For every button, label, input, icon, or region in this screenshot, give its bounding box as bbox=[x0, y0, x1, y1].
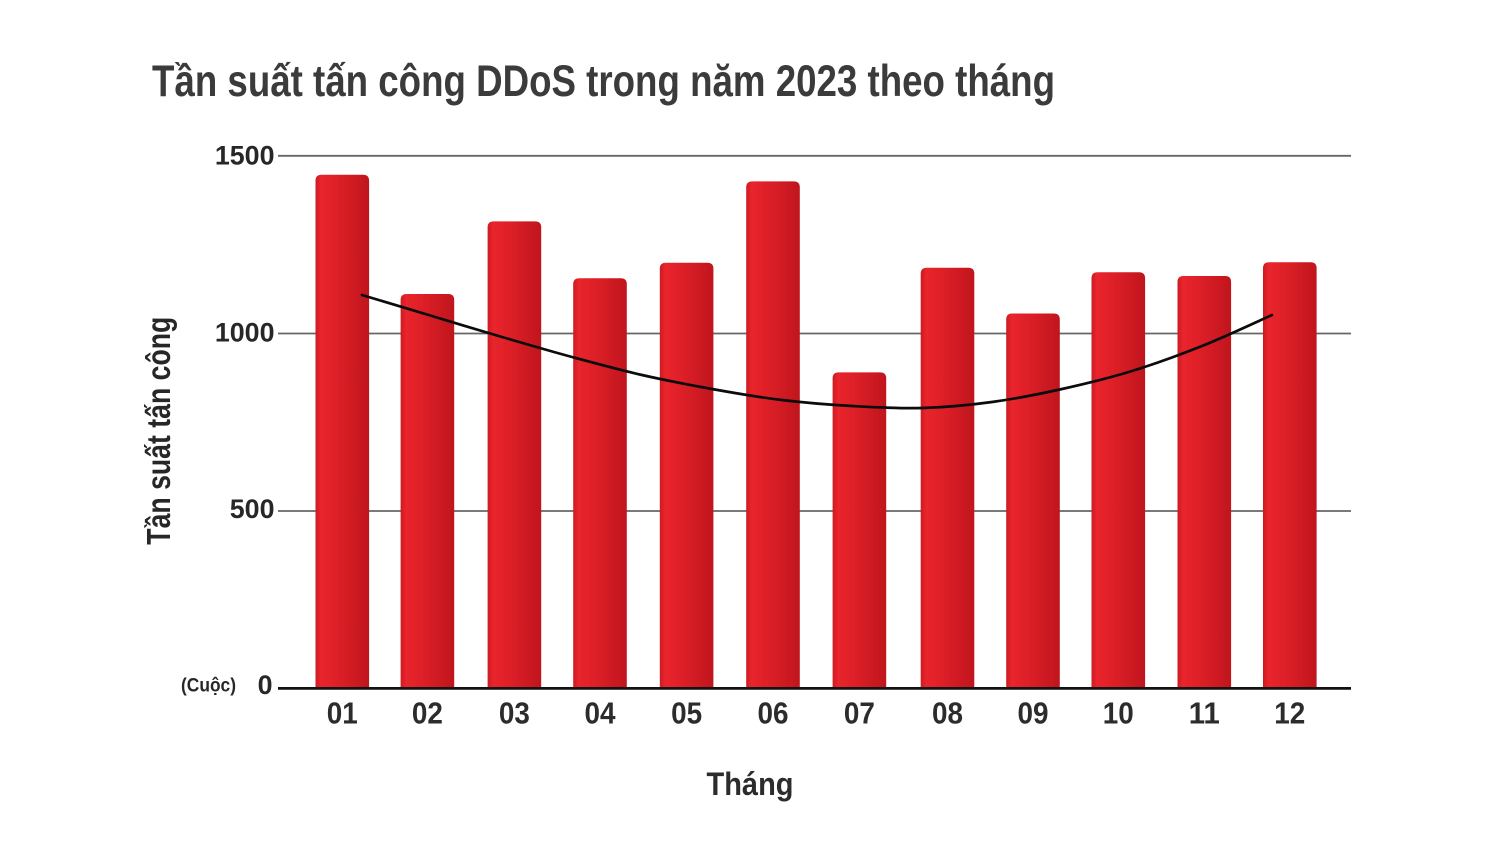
svg-text:07: 07 bbox=[844, 696, 875, 731]
svg-text:08: 08 bbox=[932, 696, 963, 731]
svg-text:06: 06 bbox=[758, 696, 789, 731]
svg-text:500: 500 bbox=[230, 494, 275, 524]
svg-text:05: 05 bbox=[671, 696, 702, 731]
svg-text:12: 12 bbox=[1274, 696, 1305, 731]
svg-text:1500: 1500 bbox=[215, 141, 275, 171]
svg-text:(Cuộc): (Cuộc) bbox=[181, 675, 236, 696]
svg-text:11: 11 bbox=[1189, 696, 1220, 731]
svg-text:01: 01 bbox=[327, 696, 358, 731]
svg-text:02: 02 bbox=[412, 696, 443, 731]
svg-text:04: 04 bbox=[585, 696, 617, 731]
svg-text:10: 10 bbox=[1103, 696, 1134, 731]
svg-text:1000: 1000 bbox=[215, 317, 275, 347]
svg-text:Tần suất tấn công: Tần suất tấn công bbox=[140, 317, 177, 545]
svg-text:03: 03 bbox=[499, 696, 530, 731]
svg-text:Tháng: Tháng bbox=[707, 766, 794, 802]
svg-text:09: 09 bbox=[1018, 696, 1049, 731]
svg-text:0: 0 bbox=[258, 670, 273, 700]
svg-text:Tần suất tấn công DDoS trong n: Tần suất tấn công DDoS trong năm 2023 th… bbox=[152, 57, 1055, 106]
